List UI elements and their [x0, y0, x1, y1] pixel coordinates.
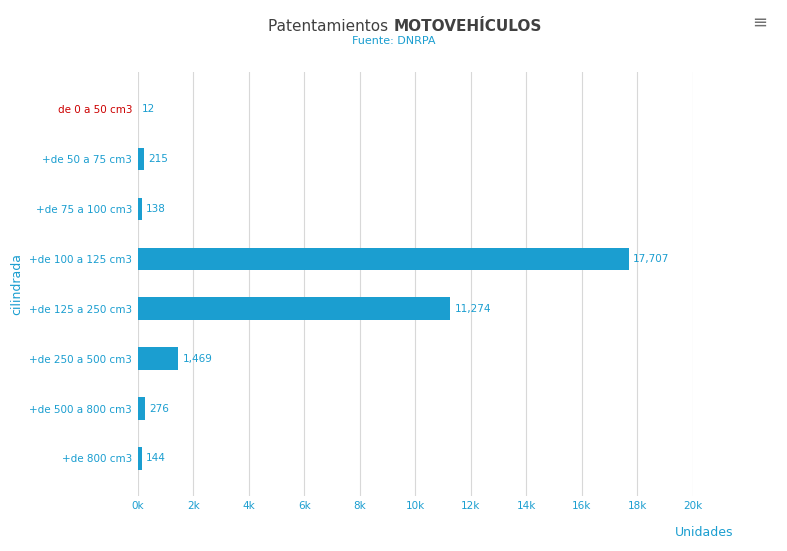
Text: 215: 215 — [148, 154, 168, 164]
Bar — [138, 148, 144, 170]
Bar — [138, 397, 146, 420]
Text: 276: 276 — [150, 403, 169, 414]
Text: 11,274: 11,274 — [455, 304, 491, 314]
Text: 144: 144 — [146, 453, 166, 463]
Text: ≡: ≡ — [752, 14, 767, 32]
Text: 12: 12 — [142, 104, 156, 114]
Bar — [138, 447, 142, 469]
Bar — [138, 298, 450, 320]
Text: MOTOVEHÍCULOS: MOTOVEHÍCULOS — [394, 19, 542, 34]
Text: Patentamientos: Patentamientos — [268, 19, 394, 34]
Bar — [138, 198, 142, 220]
X-axis label: Unidades: Unidades — [674, 526, 733, 538]
Y-axis label: cilindrada: cilindrada — [10, 253, 24, 315]
Bar — [138, 247, 629, 270]
Text: 138: 138 — [146, 204, 165, 214]
Text: Fuente: DNRPA: Fuente: DNRPA — [352, 36, 435, 46]
Bar — [138, 348, 179, 370]
Text: 17,707: 17,707 — [633, 254, 670, 264]
Text: 1,469: 1,469 — [183, 354, 212, 364]
